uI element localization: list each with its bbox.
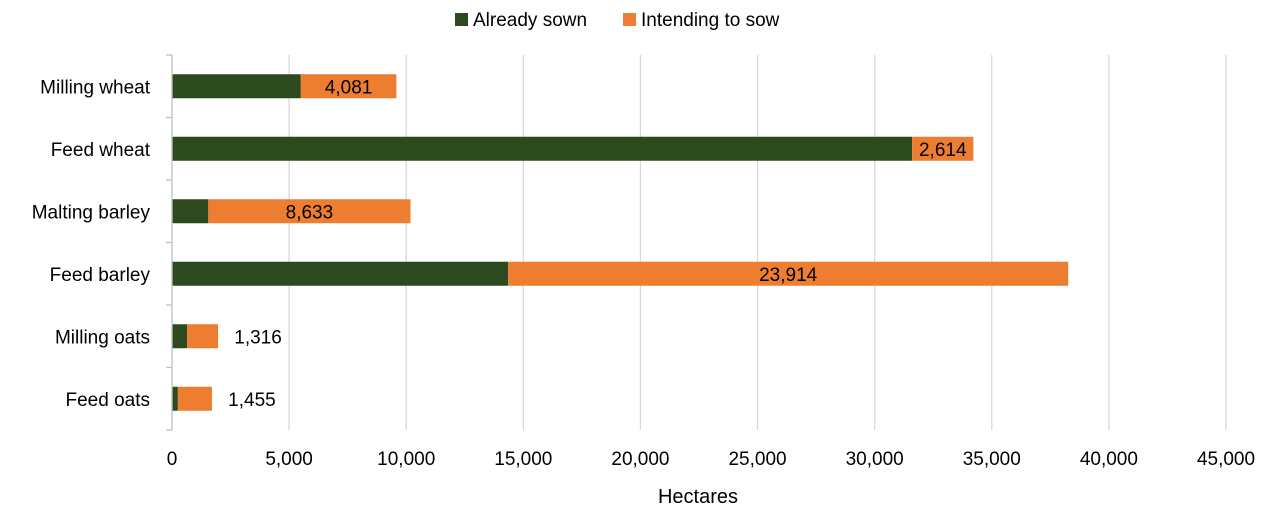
x-tick-label: 15,000 bbox=[494, 449, 552, 470]
bar-intending-to-sow bbox=[177, 386, 212, 411]
bar-already-sown bbox=[172, 136, 913, 161]
bars bbox=[172, 74, 1069, 411]
x-tick-label: 30,000 bbox=[846, 449, 904, 470]
category-label: Malting barley bbox=[32, 202, 151, 223]
bar-already-sown bbox=[172, 199, 209, 224]
bar-intending-to-sow bbox=[912, 136, 974, 161]
bar-intending-to-sow bbox=[300, 74, 397, 99]
x-tick-label: 25,000 bbox=[728, 449, 786, 470]
bar-already-sown bbox=[172, 261, 509, 286]
data-label: 1,316 bbox=[234, 327, 282, 348]
bar-intending-to-sow bbox=[187, 324, 219, 349]
bar-intending-to-sow bbox=[508, 261, 1069, 286]
bar-already-sown bbox=[172, 324, 188, 349]
data-label: 1,455 bbox=[228, 390, 276, 411]
data-label: 8,633 bbox=[286, 202, 334, 223]
x-tick-label: 35,000 bbox=[963, 449, 1021, 470]
legend-swatch-intending-to-sow bbox=[623, 13, 636, 26]
x-tick-label: 5,000 bbox=[265, 449, 313, 470]
legend-swatch-already-sown bbox=[455, 13, 468, 26]
data-label: 2,614 bbox=[919, 140, 967, 161]
category-label: Milling wheat bbox=[40, 77, 151, 98]
x-tick-label: 10,000 bbox=[377, 449, 435, 470]
category-label: Milling oats bbox=[55, 327, 150, 348]
x-tick-label: 0 bbox=[167, 449, 178, 470]
legend-label-intending-to-sow: Intending to sow bbox=[641, 10, 780, 31]
x-axis-title: Hectares bbox=[658, 486, 738, 508]
data-label: 4,081 bbox=[325, 77, 373, 98]
bar-intending-to-sow bbox=[208, 199, 411, 224]
legend-label-already-sown: Already sown bbox=[473, 10, 587, 31]
y-axis bbox=[166, 54, 173, 431]
category-labels: Milling wheat Feed wheat Malting barley Fee… bbox=[32, 77, 151, 411]
category-label: Feed barley bbox=[50, 265, 151, 286]
bar-already-sown bbox=[172, 74, 301, 99]
x-axis-ticks: 0 5,000 10,000 15,000 20,000 25,000 30,000 35,0… bbox=[167, 449, 1255, 470]
x-tick-label: 40,000 bbox=[1080, 449, 1138, 470]
data-label: 23,914 bbox=[759, 265, 818, 286]
category-label: Feed wheat bbox=[51, 140, 151, 161]
bar-already-sown bbox=[172, 386, 178, 411]
x-tick-label: 45,000 bbox=[1197, 449, 1255, 470]
data-labels: 4,081 2,614 8,633 23,914 1,316 1,455 bbox=[228, 77, 967, 411]
legend: Already sown Intending to sow bbox=[455, 10, 780, 31]
x-tick-label: 20,000 bbox=[611, 449, 669, 470]
gridlines bbox=[288, 55, 1227, 430]
category-label: Feed oats bbox=[66, 390, 151, 411]
